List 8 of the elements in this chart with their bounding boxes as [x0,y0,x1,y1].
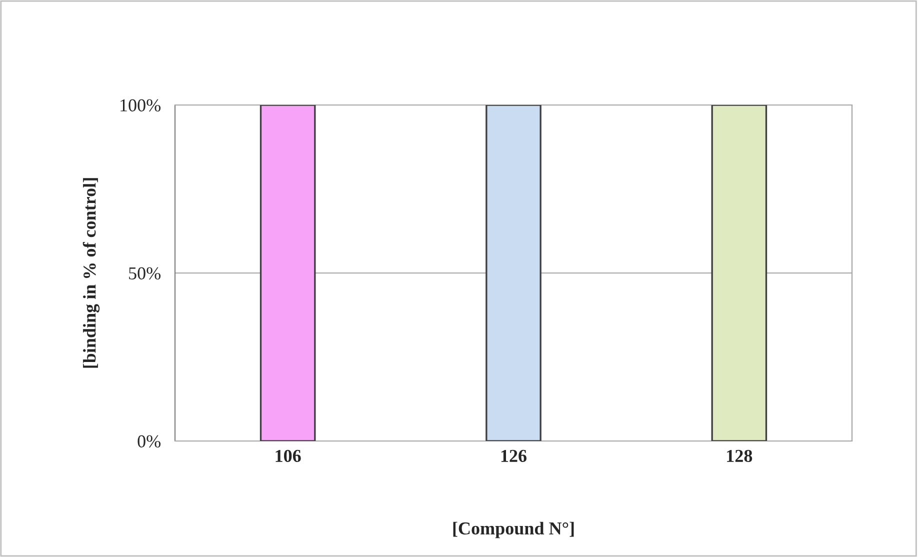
x-axis-title: [Compound N°] [453,522,574,538]
y-tick-label: 50% [129,267,160,280]
x-tick-label: 106 [276,450,301,462]
y-tick-label: 0% [138,435,160,448]
x-tick-label: 128 [727,450,752,462]
y-axis-title: [binding in % of control] [82,178,100,368]
y-tick-label: 100% [120,99,160,112]
x-tick-label: 126 [501,450,527,462]
